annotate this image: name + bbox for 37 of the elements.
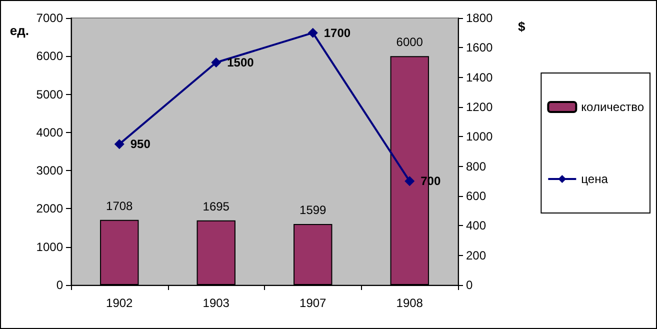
data-label: 1599: [300, 203, 327, 218]
data-label: 1500: [227, 56, 254, 70]
x-tick-label: 1903: [202, 296, 230, 310]
y-tick-label: 3000: [36, 164, 64, 178]
y-tick-label: 5000: [36, 87, 64, 102]
x-tick-label: 1907: [300, 296, 327, 310]
y-axis-title: ед.: [10, 23, 29, 38]
y-tick-label: 0: [56, 278, 64, 292]
x-tick-label: 1902: [106, 296, 134, 310]
point: [114, 139, 124, 150]
data-label: 1695: [202, 199, 230, 214]
data-label: 950: [130, 137, 151, 152]
y2-tick-label: 1600: [466, 40, 494, 55]
y2-tick-label: 600: [466, 189, 486, 203]
y2-tick-label: 200: [466, 248, 486, 262]
data-label: 6000: [396, 35, 424, 50]
y2-tick-label: 800: [466, 159, 486, 174]
y2-tick-label: 1800: [466, 11, 494, 25]
y2-axis-title: $: [518, 19, 526, 34]
y-tick-label: 7000: [36, 11, 64, 25]
data-label: 1708: [106, 198, 134, 213]
legend-label: цена: [581, 172, 608, 186]
point: [404, 176, 415, 186]
y2-tick-label: 1000: [466, 130, 494, 144]
x-tick-label: 1908: [396, 296, 424, 310]
y2-tick-label: 1200: [466, 100, 494, 114]
data-label: 1700: [324, 26, 351, 40]
y2-tick-label: 0: [466, 278, 473, 292]
y-tick-label: 6000: [36, 49, 64, 64]
point: [211, 58, 222, 68]
y-tick-label: 4000: [36, 125, 64, 140]
legend-label: количество: [581, 100, 644, 114]
y-tick-label: 2000: [36, 202, 64, 216]
point: [308, 28, 318, 38]
y-tick-label: 1000: [36, 240, 64, 254]
y2-tick-label: 1400: [466, 70, 494, 84]
y2-tick-label: 400: [466, 218, 486, 233]
